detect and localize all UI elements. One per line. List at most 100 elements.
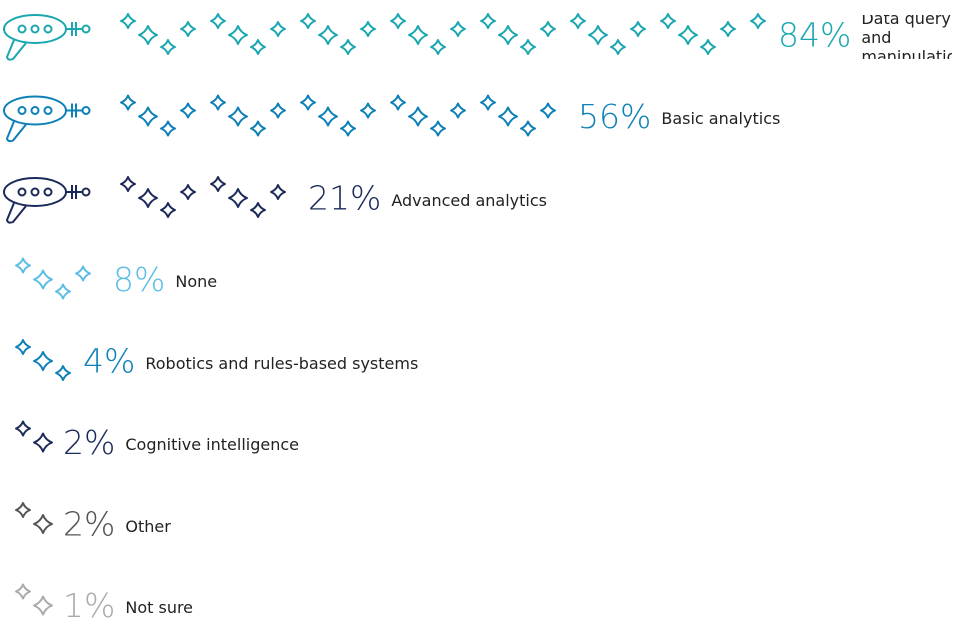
label-box: Other (125, 504, 952, 548)
robot-antenna-tip (81, 24, 91, 34)
sparkle (570, 13, 586, 29)
sparkle (33, 595, 53, 616)
sparkle (250, 202, 266, 218)
sparkle (138, 188, 158, 208)
label-wrap: Robotics and rules-based systems (145, 341, 952, 385)
sparkle (300, 13, 316, 29)
robot-eye (43, 24, 53, 34)
category-label: Not sure (125, 598, 194, 617)
sparkle (138, 25, 158, 45)
label-box: Advanced analytics (391, 178, 952, 222)
sparkle (700, 39, 716, 55)
sparkle (75, 265, 91, 282)
sparkle (540, 102, 556, 119)
sparkle (340, 120, 356, 137)
sparkle (180, 102, 196, 119)
sparkle (210, 94, 226, 111)
robot-head (3, 95, 67, 126)
sparkle (33, 514, 53, 534)
value-label: 2% (63, 505, 115, 544)
category-label: Cognitive intelligence (125, 435, 299, 454)
pictogram (15, 339, 71, 381)
sparkle (33, 432, 53, 453)
label-box: Data query and manipulation (861, 15, 952, 59)
sparkle (408, 25, 428, 45)
robot-tail (5, 202, 27, 224)
sparkle (480, 94, 496, 111)
label-wrap: None (175, 260, 952, 304)
robot-icon (3, 95, 91, 143)
robot-tail (5, 121, 27, 143)
sparkle (15, 583, 31, 600)
robot-icon (3, 14, 91, 61)
sparkle (210, 13, 226, 29)
sparkle (498, 106, 518, 127)
category-label: Advanced analytics (391, 190, 547, 210)
sparkle (160, 120, 176, 137)
robot-eye (30, 187, 40, 197)
label-box: None (175, 260, 952, 304)
robot-eye (17, 24, 27, 34)
pictogram (15, 420, 53, 453)
sparkle (55, 365, 71, 381)
sparkle (160, 39, 176, 55)
sparkle (360, 102, 376, 119)
label-wrap: Other (125, 504, 952, 548)
label-wrap: Not sure (125, 586, 952, 625)
sparkle (660, 13, 676, 29)
sparkle (360, 21, 376, 37)
sparkle (228, 188, 248, 208)
label-wrap: Data query and manipulation (861, 15, 952, 59)
robot-eye (43, 106, 53, 115)
robot-eye (43, 187, 53, 197)
sparkle (250, 120, 266, 137)
robot-eye (30, 106, 40, 115)
sparkle (430, 120, 446, 137)
sparkle (270, 21, 286, 37)
sparkle (55, 283, 71, 300)
robot-antenna (66, 185, 82, 199)
sparkle (450, 102, 466, 119)
pictogram (15, 502, 53, 534)
sparkle (520, 39, 536, 55)
sparkle (630, 21, 646, 37)
label-box: Robotics and rules-based systems (145, 341, 952, 385)
pictogram (120, 13, 766, 55)
category-label: Basic analytics (661, 109, 781, 128)
sparkle (498, 25, 518, 45)
value-label: 8% (113, 260, 165, 299)
sparkle (430, 39, 446, 55)
sparkle (408, 106, 428, 127)
sparkle (120, 94, 136, 111)
value-label: 21% (308, 179, 381, 218)
robot-antenna (66, 22, 82, 36)
sparkle (33, 269, 53, 290)
value-label: 4% (83, 342, 135, 381)
sparkle (33, 351, 53, 371)
sparkle (138, 106, 158, 127)
label-wrap: Basic analytics (661, 97, 952, 141)
sparkle (210, 176, 226, 192)
sparkle (250, 39, 266, 55)
sparkle (390, 94, 406, 111)
label-wrap: Advanced analytics (391, 178, 952, 222)
robot-eye (17, 187, 27, 197)
robot-eye (17, 106, 27, 115)
sparkle (340, 39, 356, 55)
label-wrap: Cognitive intelligence (125, 423, 952, 467)
sparkle (678, 25, 698, 45)
sparkle (610, 39, 626, 55)
robot-eye (30, 24, 40, 34)
sparkle (120, 176, 136, 192)
sparkle (720, 21, 736, 37)
sparkle (228, 106, 248, 127)
sparkle (120, 13, 136, 29)
sparkle (750, 13, 766, 29)
pictogram (15, 583, 53, 616)
sparkle (318, 25, 338, 45)
robot-head (3, 177, 67, 207)
label-box: Basic analytics (661, 97, 952, 141)
sparkle (390, 13, 406, 29)
